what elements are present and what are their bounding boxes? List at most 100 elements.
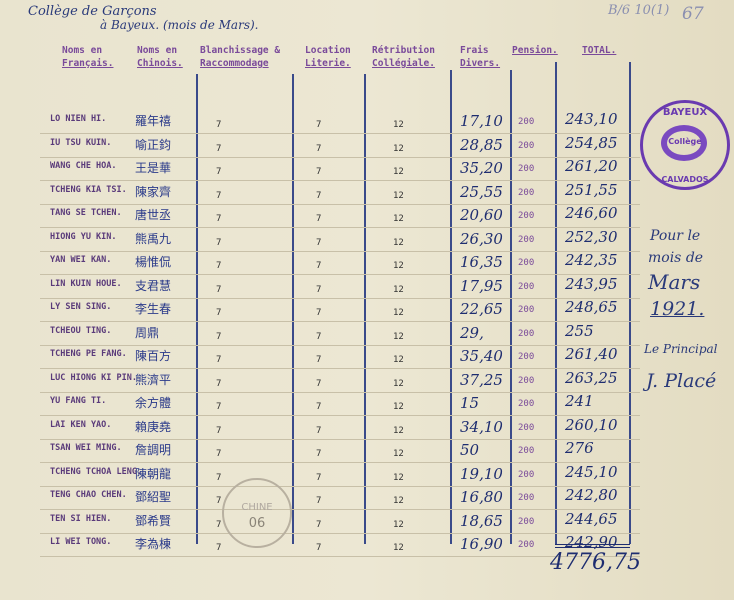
- french-name: TANG SE TCHEN.: [50, 208, 122, 218]
- frais-value: 26,30: [460, 229, 503, 248]
- table-row: TCHENG PE FANG. 陳百方 7 7 12 35,40 200 261,40: [0, 345, 734, 370]
- column-divider: [629, 62, 631, 544]
- literie-value: 7: [316, 378, 322, 389]
- pension-value: 200: [518, 540, 535, 550]
- note-line5: Le Principal: [644, 342, 718, 356]
- total-value: 261,20: [565, 157, 618, 175]
- table-row: TSAN WEI MING. 詹調明 7 7 12 50 200 276: [0, 439, 734, 464]
- row-rule: [40, 133, 640, 134]
- row-rule: [40, 227, 640, 228]
- blanchissage-value: 7: [216, 308, 222, 318]
- table-row: LAI KEN YAO. 賴庚堯 7 7 12 34,10 200 260,10: [0, 415, 734, 441]
- grand-total: 4776,75: [550, 550, 641, 575]
- table-row: HIONG YU KIN. 熊禹九 7 7 12 26,30 200 252,30: [0, 228, 734, 253]
- total-value: 245,10: [565, 462, 618, 481]
- col-header-blanchissage: Blanchissage & Raccommodage: [200, 45, 281, 69]
- pension-value: 200: [518, 375, 535, 386]
- row-rule: [40, 321, 640, 322]
- blanchissage-value: 7: [216, 519, 222, 530]
- french-name: TCHENG KIA TSI.: [50, 184, 127, 195]
- frais-value: 25,55: [460, 182, 503, 201]
- total-value: 243,10: [565, 110, 618, 128]
- chinese-name: 陳朝龍: [135, 466, 172, 481]
- chinese-name: 鄧紹聖: [135, 490, 172, 504]
- retribution-value: 12: [393, 331, 404, 342]
- college-stamp: BAYEUX Collège CALVADOS: [640, 100, 730, 190]
- total-value: 246,60: [565, 204, 618, 222]
- blanchissage-value: 7: [216, 331, 222, 342]
- pension-value: 200: [518, 234, 535, 245]
- row-rule: [40, 344, 640, 346]
- col-header-total: TOTAL.: [582, 45, 617, 56]
- frais-value: 20,60: [460, 206, 503, 224]
- pension-value: 200: [518, 281, 535, 292]
- table-row: YAN WEI KAN. 楊惟侃 7 7 12 16,35 200 242,35: [0, 251, 734, 276]
- table-row: LO NIEN HI. 羅年禧 7 7 12 17,10 200 243,10: [0, 110, 734, 135]
- total-value: 260,10: [565, 415, 618, 434]
- retribution-value: 12: [393, 543, 404, 553]
- retribution-value: 12: [393, 237, 404, 248]
- row-rule: [40, 274, 640, 275]
- literie-value: 7: [316, 472, 322, 483]
- col-header-chinese: Noms en Chinois.: [137, 45, 183, 69]
- retribution-value: 12: [393, 214, 404, 224]
- chinese-name: 李生春: [135, 302, 172, 316]
- literie-value: 7: [316, 308, 322, 318]
- chinese-name: 周鼎: [135, 325, 160, 340]
- literie-value: 7: [316, 120, 322, 130]
- blanchissage-value: 7: [216, 355, 222, 365]
- retribution-value: 12: [393, 143, 404, 154]
- total-value: 276: [565, 439, 594, 457]
- french-name: TCHEOU TING.: [50, 325, 112, 336]
- header-line2: à Bayeux. (mois de Mars).: [100, 18, 259, 32]
- note-line4: 1921.: [650, 298, 705, 320]
- pension-value: 200: [518, 211, 535, 221]
- total-underline: [555, 544, 630, 548]
- pension-value: 200: [518, 352, 535, 362]
- total-value: 242,80: [565, 486, 618, 504]
- column-divider: [292, 74, 294, 544]
- col-header-retribution: Rétribution Collégiale.: [372, 45, 435, 69]
- pension-value: 200: [518, 469, 535, 480]
- french-name: LO NIEN HI.: [50, 114, 107, 124]
- retribution-value: 12: [393, 378, 404, 389]
- retribution-value: 12: [393, 167, 404, 177]
- chinese-name: 李為棟: [135, 537, 172, 551]
- archive-ref: B/6 10(1): [608, 3, 670, 18]
- table-row: TCHENG KIA TSI. 陳家齊 7 7 12 25,55 200 251,55: [0, 181, 734, 206]
- total-value: 248,65: [565, 298, 618, 316]
- retribution-value: 12: [393, 261, 404, 271]
- pension-value: 200: [518, 140, 535, 151]
- chinese-name: 楊惟侃: [135, 255, 172, 269]
- chinese-name: 詹調明: [135, 443, 172, 457]
- total-value: 244,65: [565, 509, 618, 528]
- total-value: 254,85: [565, 133, 618, 152]
- retribution-value: 12: [393, 449, 404, 459]
- chinese-name: 余方體: [135, 396, 172, 410]
- literie-value: 7: [316, 237, 322, 248]
- column-divider: [196, 74, 198, 544]
- blanchissage-value: 7: [216, 425, 222, 436]
- french-name: LY SEN SING.: [50, 302, 112, 312]
- french-name: TENG CHAO CHEN.: [50, 490, 127, 500]
- blanchissage-value: 7: [216, 190, 222, 201]
- pension-value: 200: [518, 399, 535, 409]
- frais-value: 15: [460, 394, 480, 412]
- total-value: 241: [565, 392, 594, 410]
- column-divider: [450, 70, 452, 544]
- chinese-name: 唐世丞: [135, 208, 172, 222]
- blanchissage-value: 7: [216, 237, 222, 248]
- literie-value: 7: [316, 190, 322, 201]
- literie-value: 7: [316, 214, 322, 224]
- french-name: LI WEI TONG.: [50, 537, 112, 547]
- row-rule: [40, 250, 640, 252]
- pension-value: 200: [518, 117, 535, 127]
- chinese-name: 賴庚堯: [135, 419, 172, 434]
- retribution-value: 12: [393, 402, 404, 412]
- frais-value: 17,95: [460, 276, 503, 295]
- col-header-location: Location Literie.: [305, 45, 351, 69]
- french-name: YU FANG TI.: [50, 396, 107, 406]
- col-header-frais: Frais Divers.: [460, 45, 501, 69]
- blanchissage-value: 7: [216, 402, 222, 412]
- row-rule: [40, 509, 640, 510]
